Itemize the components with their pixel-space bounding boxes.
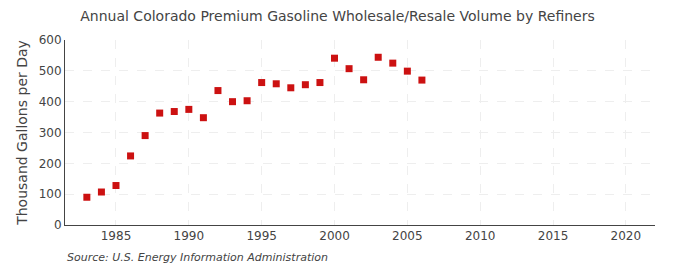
- svg-text:0: 0: [54, 218, 62, 232]
- svg-text:200: 200: [39, 157, 62, 171]
- svg-text:1995: 1995: [246, 229, 277, 243]
- svg-text:2015: 2015: [538, 229, 569, 243]
- svg-text:2020: 2020: [611, 229, 642, 243]
- svg-text:1985: 1985: [101, 229, 132, 243]
- svg-text:Annual Colorado Premium Gasoli: Annual Colorado Premium Gasoline Wholesa…: [80, 8, 595, 24]
- svg-text:400: 400: [39, 95, 62, 109]
- svg-text:100: 100: [39, 187, 62, 201]
- svg-text:1990: 1990: [174, 229, 205, 243]
- svg-text:Thousand Gallons per Day: Thousand Gallons per Day: [14, 40, 30, 226]
- svg-text:500: 500: [39, 64, 62, 78]
- svg-text:2000: 2000: [319, 229, 350, 243]
- svg-text:300: 300: [39, 126, 62, 140]
- svg-text:600: 600: [39, 33, 62, 47]
- svg-text:Source: U.S. Energy Informatio: Source: U.S. Energy Information Administ…: [67, 251, 328, 264]
- svg-text:2010: 2010: [465, 229, 496, 243]
- svg-text:2005: 2005: [392, 229, 423, 243]
